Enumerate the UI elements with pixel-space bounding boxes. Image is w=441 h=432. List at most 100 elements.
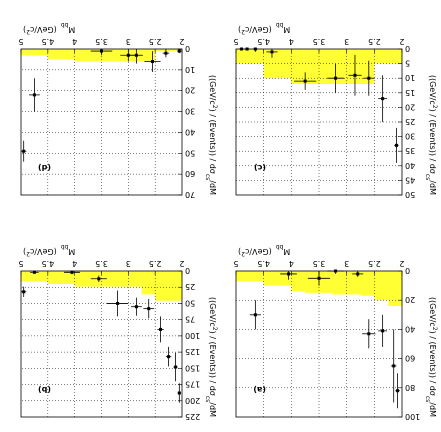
y-tick-label: 175	[185, 380, 200, 389]
uncertainty-band	[236, 271, 402, 306]
data-point	[21, 286, 27, 297]
x-axis-title: Mbb(GeV/c2)	[23, 22, 75, 36]
y-tick-label: 50	[185, 298, 195, 307]
x-tick-label: 5	[18, 37, 23, 46]
point-marker	[147, 307, 151, 311]
data-point	[395, 373, 400, 409]
point-marker	[22, 149, 26, 153]
panel-d: 22.533.544.55010203040506070Mbb(GeV/c2)(…	[18, 22, 218, 200]
data-point	[157, 316, 164, 343]
x-tick-label: 3.5	[95, 259, 108, 268]
point-marker	[392, 364, 396, 368]
y-tick-label: 125	[185, 347, 200, 356]
data-point	[348, 54, 362, 96]
x-tick-label: 4	[289, 37, 294, 46]
point-marker	[174, 365, 178, 369]
point-marker	[303, 79, 307, 83]
panel-c: 22.533.544.5505101520253035404550Mbb(GeV…	[233, 22, 438, 200]
y-tick-label: 5	[405, 59, 410, 68]
y-tick-label: 60	[185, 169, 195, 178]
panel-a: 2 2.5 3 3.5 4 4.5 5 0 20 40 60 80 100 Mbb(GeV/c2) ((Ge…	[233, 244, 438, 422]
point-marker	[253, 47, 257, 51]
x-tick-label: 4.5	[41, 37, 54, 46]
y-tick-label: 100	[405, 412, 420, 421]
y-tick-label: 25	[405, 117, 415, 126]
point-marker	[353, 73, 357, 77]
x-axis-title: Mbb(GeV/c2)	[23, 244, 75, 258]
data-point	[29, 78, 40, 112]
panel-label: (c)	[254, 163, 266, 172]
figure-rotated-group: 22.533.544.55020406080100Mbb(GeV/c2)((Ge…	[18, 22, 438, 422]
x-tick-label: 4	[289, 259, 294, 268]
data-point	[106, 290, 129, 317]
y-tick-label: 40	[405, 161, 415, 170]
y-tick-label: 60	[405, 354, 415, 363]
y-tick-label: 50	[405, 190, 415, 199]
point-marker	[396, 389, 400, 393]
data-point	[363, 60, 375, 96]
data-point	[327, 269, 344, 274]
point-marker	[287, 272, 291, 276]
y-axis-title: ((GeV/c2) / (Events)) / dσcs/dM	[205, 75, 219, 195]
data-point	[307, 271, 331, 286]
data-point	[362, 319, 376, 349]
point-marker	[177, 391, 181, 395]
point-marker	[334, 269, 338, 273]
y-axis-title: ((GeV/c2) / (Events)) / dσcs/dM	[425, 297, 439, 417]
point-marker	[22, 290, 26, 294]
data-point	[131, 297, 142, 316]
y-tick-label: 20	[405, 102, 415, 111]
x-tick-label: 3	[344, 259, 349, 268]
point-marker	[367, 332, 371, 336]
y-tick-label: 0	[185, 266, 190, 275]
y-tick-label: 40	[185, 127, 195, 136]
point-marker	[164, 51, 168, 55]
y-tick-label: 30	[185, 107, 195, 116]
point-marker	[394, 143, 398, 147]
data-point	[238, 47, 245, 51]
data-point	[327, 63, 344, 93]
point-marker	[240, 47, 244, 51]
y-tick-label: 20	[405, 295, 415, 304]
x-tick-label: 3.5	[313, 259, 326, 268]
data-point	[378, 314, 388, 347]
x-tick-label: 3.5	[313, 37, 326, 46]
point-marker	[150, 60, 154, 64]
data-point	[244, 47, 250, 51]
y-axis-title: ((GeV/c2) / (Events)) / dσcs/dM	[425, 75, 439, 195]
y-tick-label: 0	[405, 44, 410, 53]
y-tick-label: 0	[405, 266, 410, 275]
data-point	[30, 270, 39, 274]
data-point	[378, 75, 388, 122]
point-marker	[334, 76, 338, 80]
point-marker	[381, 97, 385, 101]
point-marker	[32, 93, 36, 97]
panel-label: (d)	[38, 163, 51, 172]
uncertainty-band	[236, 49, 402, 84]
y-tick-label: 0	[185, 44, 190, 53]
point-marker	[32, 270, 36, 274]
point-marker	[317, 276, 321, 280]
y-tick-label: 15	[405, 88, 415, 97]
x-tick-label: 5	[233, 37, 238, 46]
data-point	[390, 329, 397, 403]
x-axis-title: Mbb(GeV/c2)	[238, 244, 290, 258]
x-tick-label: 2.5	[368, 37, 381, 46]
panel-label: (b)	[38, 385, 51, 394]
y-tick-label: 200	[185, 396, 200, 405]
point-marker	[167, 355, 171, 359]
x-tick-label: 5	[233, 259, 238, 268]
x-tick-label: 3	[126, 37, 131, 46]
panel-b: 22.533.544.550255075100125150175200225Mb…	[18, 244, 218, 422]
x-tick-label: 2.5	[149, 37, 162, 46]
y-tick-label: 25	[185, 282, 195, 291]
y-tick-label: 150	[185, 363, 200, 372]
x-tick-label: 5	[18, 259, 23, 268]
y-tick-label: 70	[185, 190, 195, 199]
data-point	[173, 352, 178, 382]
data-point	[90, 49, 113, 56]
data-point	[21, 140, 27, 162]
x-tick-label: 2	[399, 259, 404, 268]
y-tick-label: 225	[185, 412, 200, 421]
